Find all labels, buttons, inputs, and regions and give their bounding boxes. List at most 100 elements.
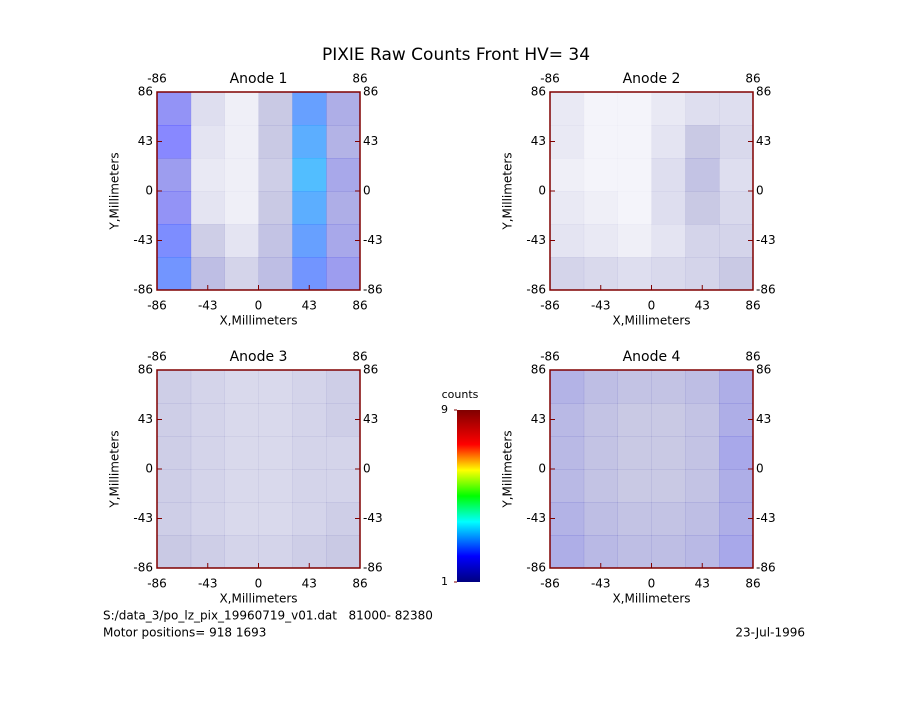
- heat-cell: [583, 403, 618, 437]
- heat-cell: [685, 403, 720, 437]
- heat-cell: [157, 403, 192, 437]
- heat-cell: [326, 535, 361, 569]
- heat-cell: [583, 370, 618, 404]
- heat-cell: [651, 257, 686, 291]
- heat-cell: [258, 158, 293, 192]
- heat-cell: [617, 191, 652, 225]
- x-tick-label: -86: [147, 299, 167, 313]
- heat-cell: [292, 370, 327, 404]
- y2-tick-label: 0: [756, 184, 764, 198]
- heat-cell: [190, 224, 225, 258]
- heat-cell: [617, 502, 652, 536]
- heat-cell: [617, 469, 652, 503]
- heat-cell: [224, 125, 259, 159]
- x-tick-label: 0: [255, 299, 263, 313]
- heat-cell: [190, 403, 225, 437]
- heat-cell: [651, 403, 686, 437]
- heat-cell: [292, 158, 327, 192]
- heat-cell: [719, 92, 754, 126]
- heat-cell: [550, 158, 585, 192]
- heat-cell: [190, 125, 225, 159]
- heat-cell: [190, 92, 225, 126]
- x2-tick-label: 86: [352, 72, 367, 86]
- heat-cell: [326, 403, 361, 437]
- heat-cell: [224, 370, 259, 404]
- y2-tick-label: 86: [756, 85, 771, 99]
- heat-cell: [583, 158, 618, 192]
- heat-cell: [719, 224, 754, 258]
- x2-tick-label: -86: [540, 72, 560, 86]
- heat-cell: [617, 436, 652, 470]
- y2-tick-label: -43: [363, 233, 383, 247]
- y-tick-label: -43: [133, 511, 153, 525]
- heat-cell: [292, 535, 327, 569]
- heat-cell: [550, 224, 585, 258]
- file-info: S:/data_3/po_lz_pix_19960719_v01.dat 810…: [103, 609, 433, 623]
- y-axis-label: Y,Millimeters: [501, 152, 515, 230]
- heat-cell: [550, 469, 585, 503]
- x2-tick-label: 86: [745, 350, 760, 364]
- heat-cell: [719, 191, 754, 225]
- y-tick-label: 43: [138, 134, 153, 148]
- heat-cell: [157, 257, 192, 291]
- y2-tick-label: 0: [363, 462, 371, 476]
- x-tick-label: -86: [540, 299, 560, 313]
- heat-cell: [190, 257, 225, 291]
- y2-tick-label: 86: [363, 363, 378, 377]
- x-tick-label: 0: [648, 577, 656, 591]
- heat-cell: [157, 92, 192, 126]
- heat-cell: [224, 436, 259, 470]
- heat-cell: [326, 224, 361, 258]
- x-tick-label: -43: [198, 577, 218, 591]
- panel-title: Anode 2: [623, 71, 681, 87]
- heat-cell: [719, 370, 754, 404]
- heat-cell: [719, 502, 754, 536]
- y-tick-label: 43: [531, 134, 546, 148]
- heat-cell: [685, 125, 720, 159]
- heat-cell: [685, 469, 720, 503]
- y-tick-label: -43: [526, 511, 546, 525]
- x-tick-label: 0: [255, 577, 263, 591]
- heat-cell: [719, 125, 754, 159]
- heat-cell: [685, 92, 720, 126]
- heat-cell: [326, 257, 361, 291]
- heat-cell: [617, 92, 652, 126]
- heat-cell: [292, 436, 327, 470]
- heat-cell: [550, 191, 585, 225]
- heat-cell: [685, 191, 720, 225]
- y2-tick-label: 0: [756, 462, 764, 476]
- heat-cell: [617, 257, 652, 291]
- heat-cell: [719, 257, 754, 291]
- heat-cell: [550, 436, 585, 470]
- heat-cell: [224, 535, 259, 569]
- heat-cell: [190, 370, 225, 404]
- heat-cell: [719, 403, 754, 437]
- y-tick-label: 86: [138, 85, 153, 99]
- heat-cell: [685, 436, 720, 470]
- y-tick-label: -86: [526, 561, 546, 575]
- y2-tick-label: 43: [363, 412, 378, 426]
- y-tick-label: 0: [538, 184, 546, 198]
- x-axis-label: X,Millimeters: [612, 592, 690, 606]
- heat-cell: [685, 502, 720, 536]
- heat-cell: [292, 125, 327, 159]
- heat-cell: [326, 502, 361, 536]
- heat-cell: [157, 502, 192, 536]
- heat-cell: [617, 158, 652, 192]
- heat-cell: [550, 502, 585, 536]
- heat-cell: [157, 125, 192, 159]
- heat-cell: [258, 92, 293, 126]
- heat-cell: [258, 257, 293, 291]
- heat-cell: [190, 191, 225, 225]
- heat-cell: [685, 535, 720, 569]
- colorbar-tick-label: 1: [441, 575, 448, 588]
- heat-cell: [651, 502, 686, 536]
- heat-cell: [719, 535, 754, 569]
- heat-cell: [190, 436, 225, 470]
- panel-title: Anode 4: [623, 349, 681, 365]
- heat-cell: [651, 92, 686, 126]
- x-tick-label: -43: [591, 577, 611, 591]
- heat-cell: [258, 224, 293, 258]
- heat-cell: [583, 224, 618, 258]
